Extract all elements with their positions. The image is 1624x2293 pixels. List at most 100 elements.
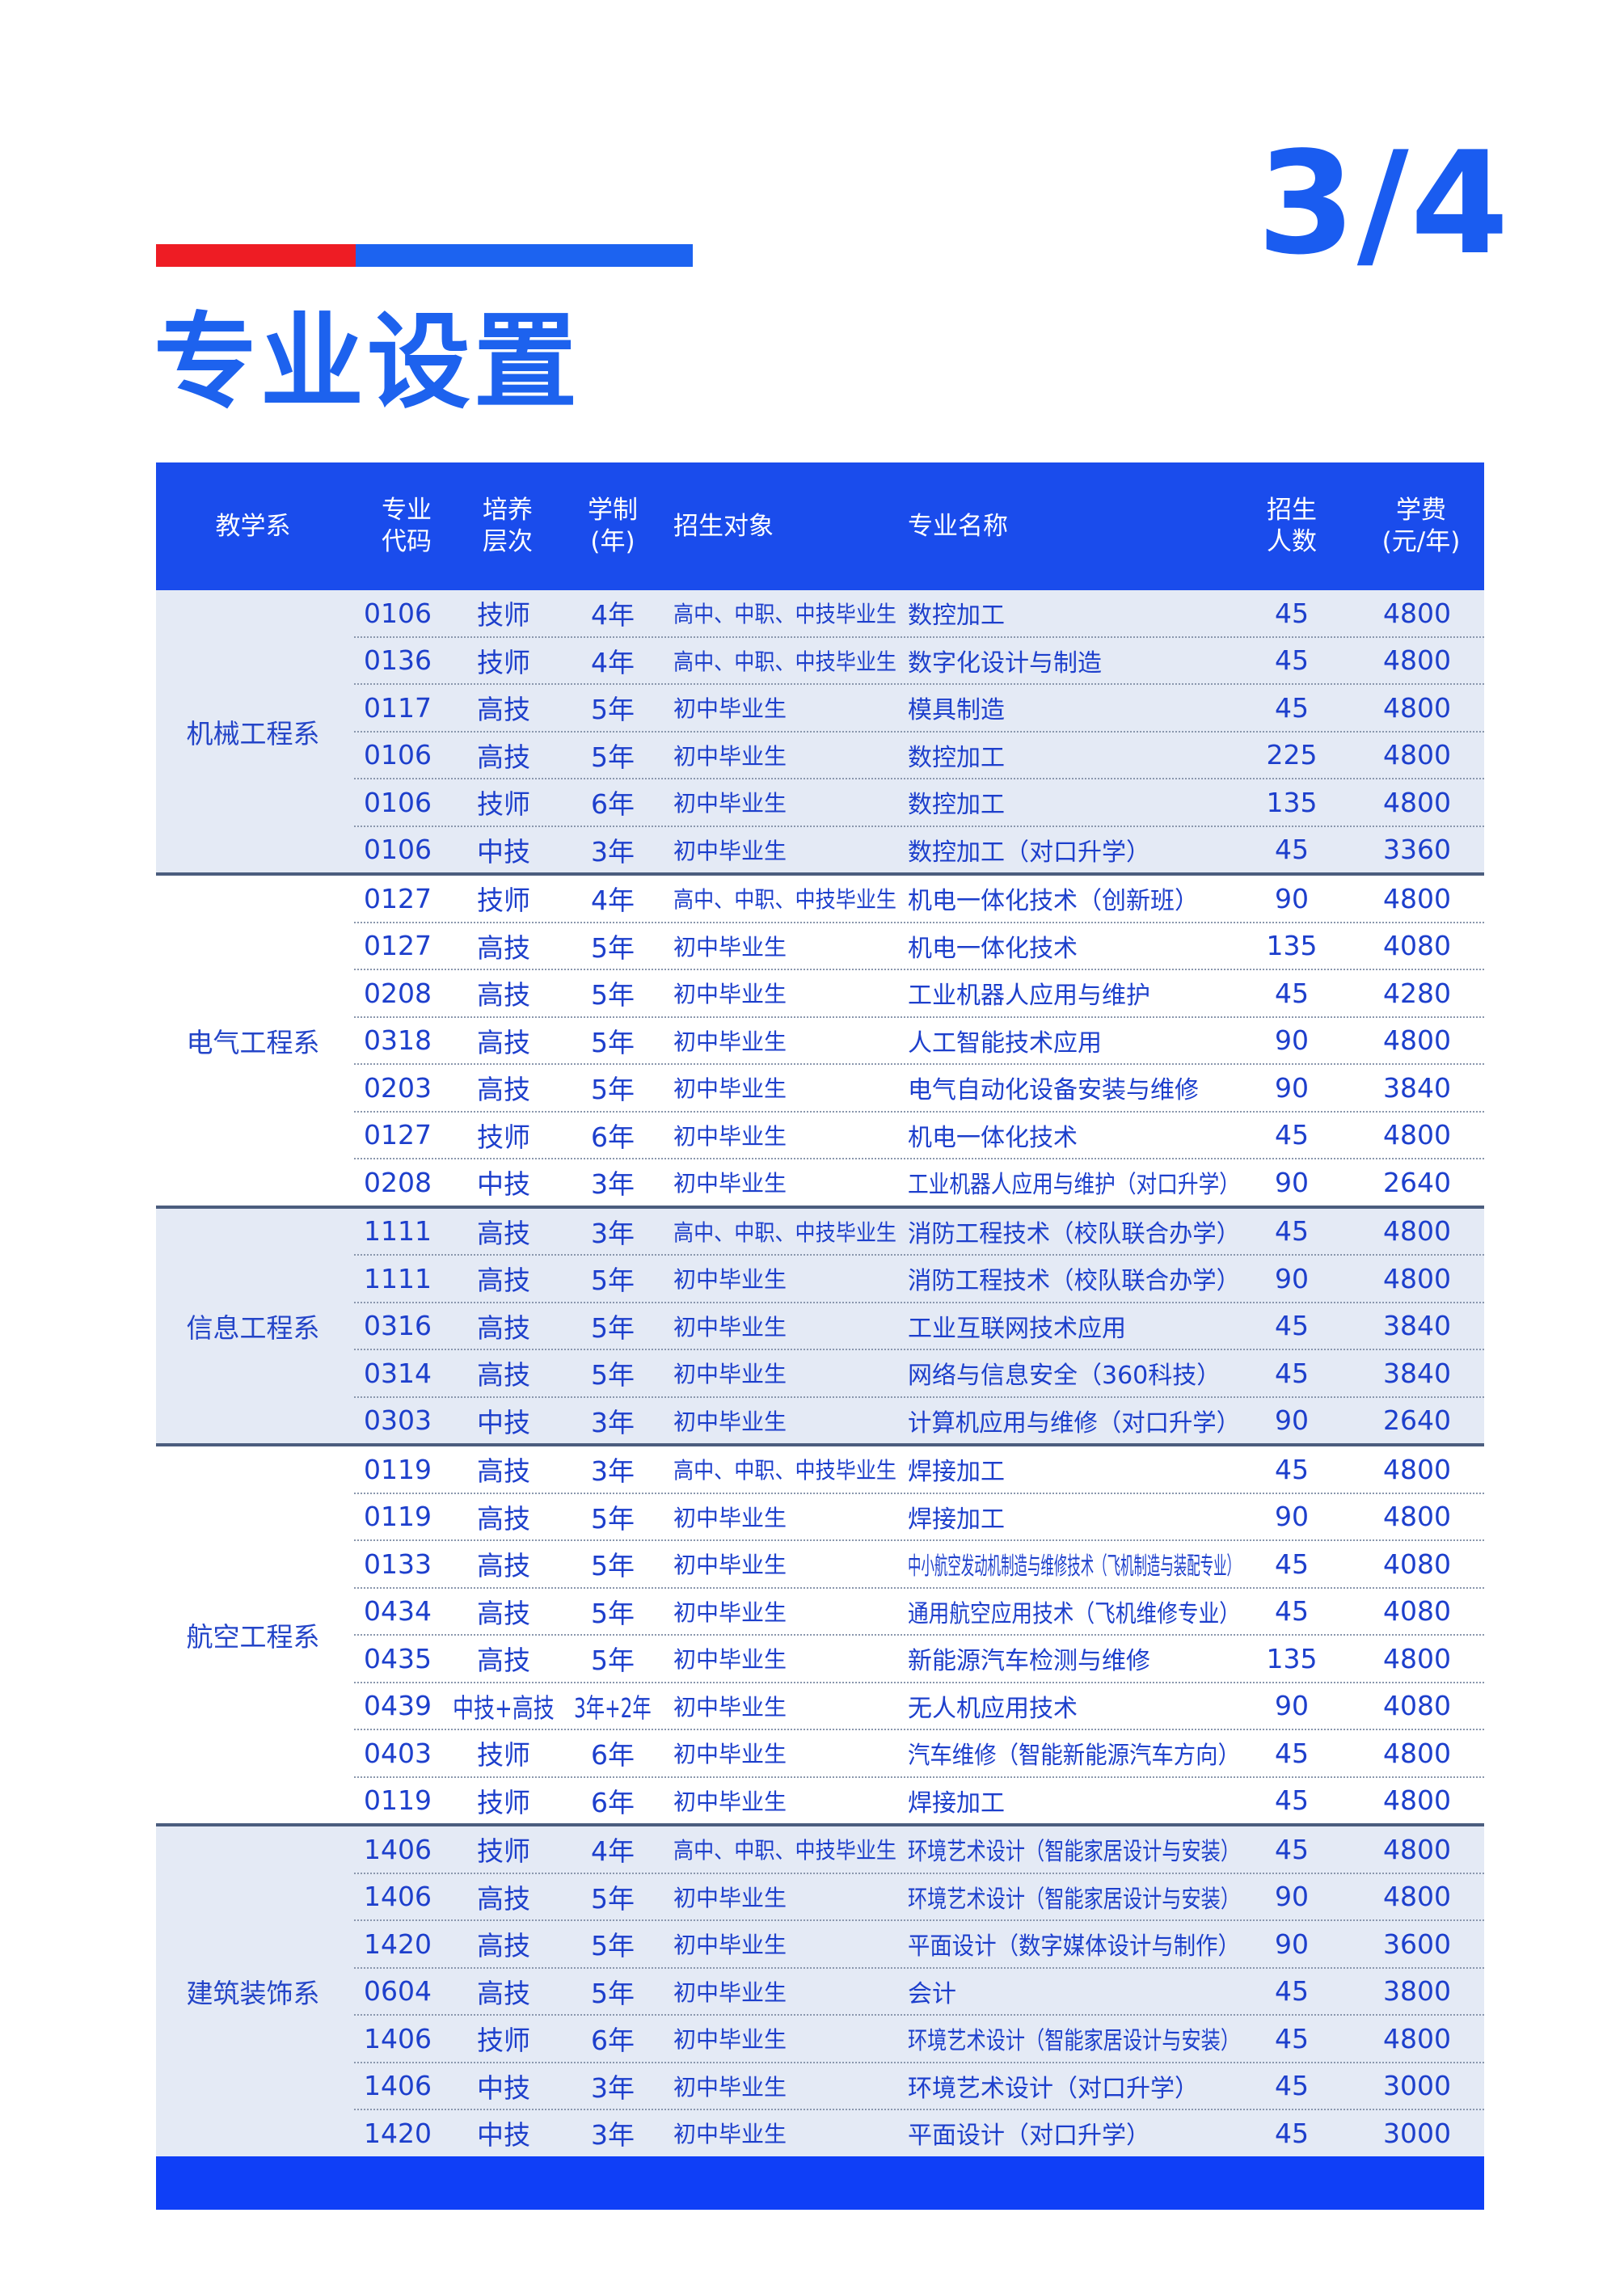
enroll-target-cell: 初中毕业生 [673, 1494, 900, 1540]
major-code: 1406 [364, 1833, 432, 1865]
enroll-target-cell: 高中、中职、中技毕业生 [673, 1826, 900, 1873]
duration-cell: 6年 [572, 2016, 653, 2062]
duration: 5年 [591, 1882, 635, 1915]
table-row: 0439 中技+高技 3年+2年 初中毕业生 无人机应用技术 90 4080 [354, 1683, 1484, 1730]
tuition: 4800 [1383, 691, 1451, 724]
enroll-count: 90 [1275, 1501, 1309, 1533]
duration: 5年 [591, 1502, 635, 1535]
header-code: 专业 代码 [382, 496, 432, 556]
training-level-cell: 技师 [451, 590, 556, 636]
training-level: 高技 [477, 1977, 530, 2009]
enroll-target-cell: 初中毕业生 [673, 1589, 900, 1635]
enroll-count: 135 [1266, 786, 1318, 818]
duration-cell: 3年 [572, 1398, 653, 1444]
major-name: 数控加工 [908, 602, 1005, 631]
table-row: 0117 高技 5年 初中毕业生 模具制造 45 4800 [354, 685, 1484, 733]
enroll-target-cell: 初中毕业生 [673, 1778, 900, 1824]
duration: 5年 [591, 1977, 635, 2009]
tuition-cell: 4080 [1369, 1541, 1466, 1587]
enroll-target: 高中、中职、中技毕业生 [673, 648, 897, 675]
enroll-target-cell: 初中毕业生 [673, 1969, 900, 2015]
table-row: 0316 高技 5年 初中毕业生 工业互联网技术应用 45 3840 [354, 1303, 1484, 1350]
table-row: 0136 技师 4年 高中、中职、中技毕业生 数字化设计与制造 45 4800 [354, 638, 1484, 685]
training-level-cell: 技师 [451, 779, 556, 826]
table-row: 1420 高技 5年 初中毕业生 平面设计（数字媒体设计与制作） 90 3600 [354, 1921, 1484, 1969]
major-code-cell: 1420 [364, 1921, 449, 1967]
major-code: 0106 [364, 739, 432, 771]
header-name: 专业名称 [908, 511, 1008, 541]
enroll-count: 135 [1266, 930, 1318, 962]
enroll-target: 初中毕业生 [673, 742, 787, 770]
enroll-count: 90 [1275, 1404, 1309, 1437]
majors-table: 教学系 专业 代码 培养 层次 学制 (年) 招生对象 专业名称 招生 人数 学… [156, 462, 1484, 2210]
major-name: 机电一体化技术 [908, 934, 1078, 963]
enroll-target: 高中、中职、中技毕业生 [673, 1837, 897, 1864]
enroll-target: 初中毕业生 [673, 2073, 787, 2101]
training-level: 中技 [477, 1406, 530, 1438]
major-code: 1111 [364, 1262, 432, 1294]
enroll-count-cell: 45 [1251, 1778, 1332, 1824]
tuition-cell: 4800 [1369, 2016, 1466, 2062]
tuition-cell: 3600 [1369, 1921, 1466, 1967]
enroll-count: 90 [1275, 882, 1309, 914]
table-row: 0133 高技 5年 初中毕业生 中小航空发动机制造与维修技术（飞机制造与装配专业） 45… [354, 1541, 1484, 1589]
training-level-cell: 高技 [451, 1636, 556, 1682]
tuition-cell: 4800 [1369, 1874, 1466, 1920]
training-level-cell: 高技 [451, 1874, 556, 1920]
major-code-cell: 0439 [364, 1683, 449, 1729]
enroll-count: 45 [1275, 2070, 1309, 2102]
major-code: 0203 [364, 1071, 432, 1104]
training-level: 高技 [477, 1882, 530, 1915]
tuition-cell: 2640 [1369, 1159, 1466, 1206]
major-name-cell: 无人机应用技术 [908, 1683, 1243, 1729]
tuition: 2640 [1383, 1404, 1451, 1437]
major-name: 机电一体化技术（创新班） [908, 887, 1199, 916]
page-number: 3/4 [1257, 122, 1511, 286]
enroll-target: 初中毕业生 [673, 1361, 787, 1388]
duration: 3年 [591, 835, 635, 868]
enroll-count-cell: 45 [1251, 2063, 1332, 2109]
dept-group: 航空工程系 0119 高技 3年 高中、中职、中技毕业生 焊接加工 45 4800 0119 高技… [156, 1446, 1484, 1826]
duration: 5年 [591, 1311, 635, 1344]
accent-bar-red [156, 244, 356, 267]
duration: 4年 [591, 646, 635, 678]
enroll-count-cell: 45 [1251, 1969, 1332, 2015]
tuition-cell: 3800 [1369, 1969, 1466, 2015]
duration-cell: 5年 [572, 1636, 653, 1682]
duration-cell: 5年 [572, 733, 653, 779]
training-level-cell: 高技 [451, 1256, 556, 1302]
duration: 5年 [591, 1359, 635, 1391]
enroll-target-cell: 初中毕业生 [673, 1018, 900, 1064]
enroll-count: 45 [1275, 1975, 1309, 2008]
training-level: 技师 [477, 1835, 530, 1868]
training-level-cell: 高技 [451, 1303, 556, 1349]
enroll-target-cell: 初中毕业生 [673, 2063, 900, 2109]
tuition-cell: 4800 [1369, 779, 1466, 826]
tuition: 4800 [1383, 2022, 1451, 2054]
duration-cell: 5年 [572, 1494, 653, 1540]
enroll-count-cell: 45 [1251, 1541, 1332, 1587]
training-level: 高技 [477, 1550, 530, 1582]
enroll-count-cell: 45 [1251, 590, 1332, 636]
major-code-cell: 0203 [364, 1065, 449, 1111]
enroll-target: 初中毕业生 [673, 1122, 787, 1150]
training-level-cell: 高技 [451, 685, 556, 731]
duration: 5年 [591, 1645, 635, 1677]
duration-cell: 5年 [572, 1065, 653, 1111]
duration: 5年 [591, 1550, 635, 1582]
major-name: 网络与信息安全（360科技） [908, 1362, 1221, 1391]
tuition-cell: 4800 [1369, 876, 1466, 922]
major-code-cell: 1420 [364, 2110, 449, 2156]
table-row: 1406 中技 3年 初中毕业生 环境艺术设计（对口升学） 45 3000 [354, 2063, 1484, 2110]
tuition: 3840 [1383, 1071, 1451, 1104]
duration: 3年 [591, 1406, 635, 1438]
major-code-cell: 0119 [364, 1778, 449, 1824]
table-row: 0106 技师 4年 高中、中职、中技毕业生 数控加工 45 4800 [354, 590, 1484, 638]
enroll-count-cell: 45 [1251, 1350, 1332, 1396]
enroll-target-cell: 初中毕业生 [673, 1256, 900, 1302]
enroll-count: 45 [1275, 1119, 1309, 1151]
training-level: 技师 [477, 788, 530, 821]
major-name: 环境艺术设计（智能家居设计与安装） [908, 1838, 1241, 1867]
enroll-count-cell: 90 [1251, 1874, 1332, 1920]
training-level-cell: 中技 [451, 827, 556, 873]
